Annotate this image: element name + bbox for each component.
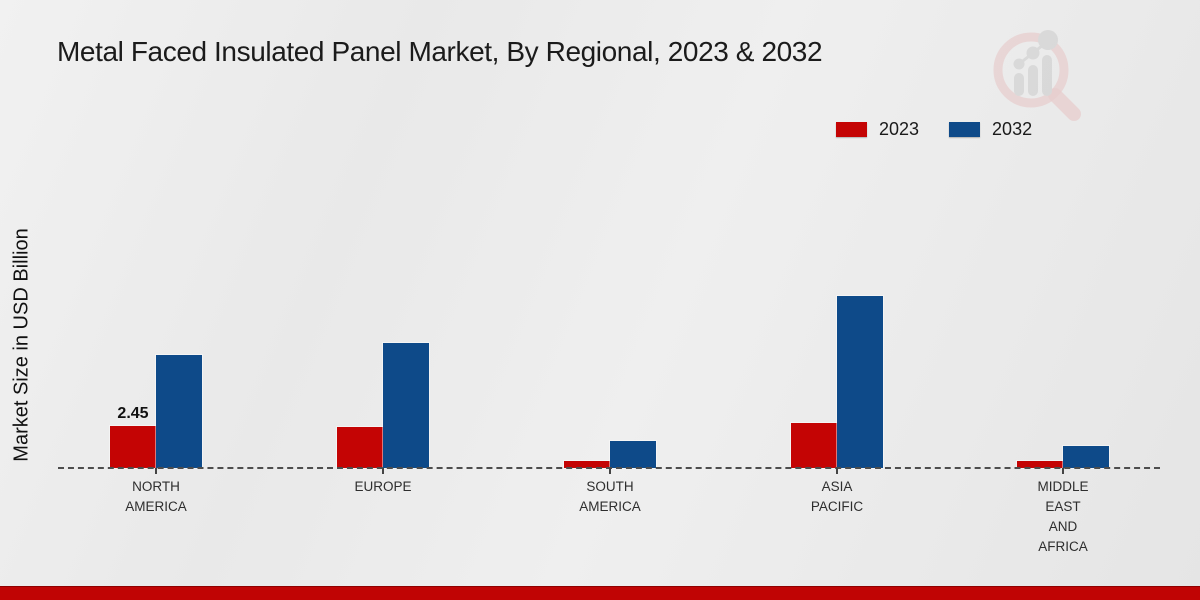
market-research-logo-icon: [993, 30, 1081, 121]
bar-2032-asia-pacific: [837, 296, 883, 468]
legend-swatch-2023: [836, 122, 867, 137]
category-label-north-america: NORTH AMERICA: [81, 477, 231, 517]
category-label-line: EAST: [1045, 499, 1081, 514]
category-label-south-america: SOUTH AMERICA: [535, 477, 685, 517]
axis-tick-europe: [382, 468, 384, 474]
category-label-line: SOUTH: [586, 479, 634, 494]
axis-tick-middle-east-and-africa: [1062, 468, 1064, 474]
category-label-line: EUROPE: [354, 479, 412, 494]
legend-item-2032: 2032: [949, 119, 1032, 140]
bar-2032-europe: [383, 343, 429, 468]
legend-label-2023: 2023: [879, 119, 920, 139]
category-label-line: AMERICA: [579, 499, 641, 514]
axis-tick-asia-pacific: [836, 468, 838, 474]
data-label-north-america-2023: 2.45: [117, 405, 149, 422]
category-label-middle-east-and-africa: MIDDLE EAST AND AFRICA: [988, 477, 1138, 557]
category-label-europe: EUROPE: [308, 477, 458, 497]
category-label-line: PACIFIC: [810, 499, 864, 514]
axis-tick-south-america: [609, 468, 611, 474]
bar-2023-europe: [337, 427, 383, 468]
category-label-asia-pacific: ASIA PACIFIC: [762, 477, 912, 517]
legend-item-2023: 2023: [836, 119, 919, 140]
bar-2032-middle-east-and-africa: [1063, 446, 1109, 468]
category-label-line: NORTH: [132, 479, 180, 494]
footer-accent-bar: [0, 586, 1200, 600]
legend-label-2032: 2032: [992, 119, 1033, 139]
bar-2032-north-america: [156, 355, 202, 468]
category-label-line: AFRICA: [1038, 539, 1088, 554]
chart-title: Metal Faced Insulated Panel Market, By R…: [57, 36, 823, 67]
legend-swatch-2032: [949, 122, 981, 137]
category-label-line: ASIA: [821, 479, 853, 494]
bar-2032-south-america: [610, 441, 656, 468]
axis-tick-north-america: [155, 468, 157, 474]
bar-2023-south-america: [564, 461, 610, 468]
category-label-line: AND: [1048, 519, 1078, 534]
bar-2023-middle-east-and-africa: [1017, 461, 1063, 468]
bar-2023-asia-pacific: [791, 423, 837, 468]
category-label-line: AMERICA: [125, 499, 187, 514]
legend: 2023 2032: [836, 119, 1032, 140]
category-label-line: MIDDLE: [1037, 479, 1089, 494]
bar-2023-north-america: [110, 426, 156, 468]
